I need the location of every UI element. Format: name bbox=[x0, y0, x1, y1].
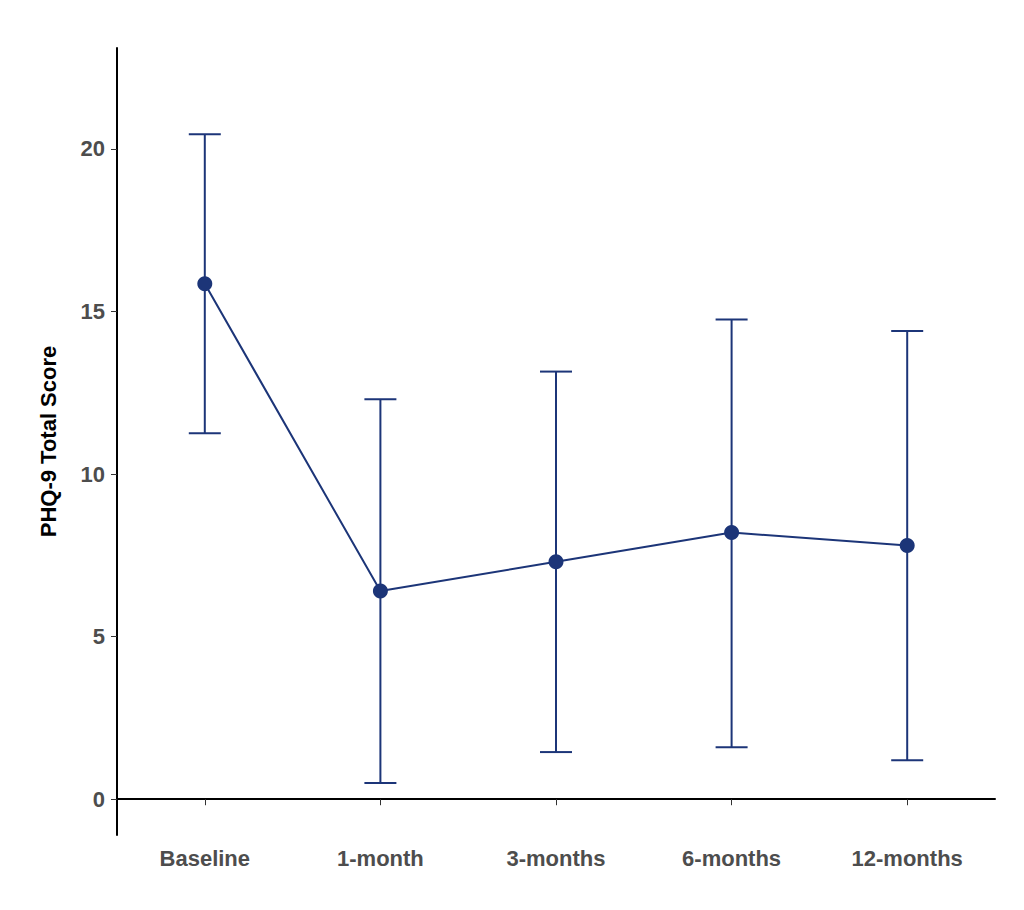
svg-text:20: 20 bbox=[81, 136, 105, 161]
svg-text:12-months: 12-months bbox=[852, 846, 963, 871]
svg-text:0: 0 bbox=[93, 787, 105, 812]
svg-text:PHQ-9 Total Score: PHQ-9 Total Score bbox=[36, 346, 61, 538]
svg-text:Baseline: Baseline bbox=[160, 846, 251, 871]
svg-text:15: 15 bbox=[81, 299, 105, 324]
svg-text:3-months: 3-months bbox=[507, 846, 606, 871]
svg-text:10: 10 bbox=[81, 462, 105, 487]
svg-text:6-months: 6-months bbox=[682, 846, 781, 871]
svg-text:5: 5 bbox=[93, 624, 105, 649]
svg-text:1-month: 1-month bbox=[337, 846, 424, 871]
